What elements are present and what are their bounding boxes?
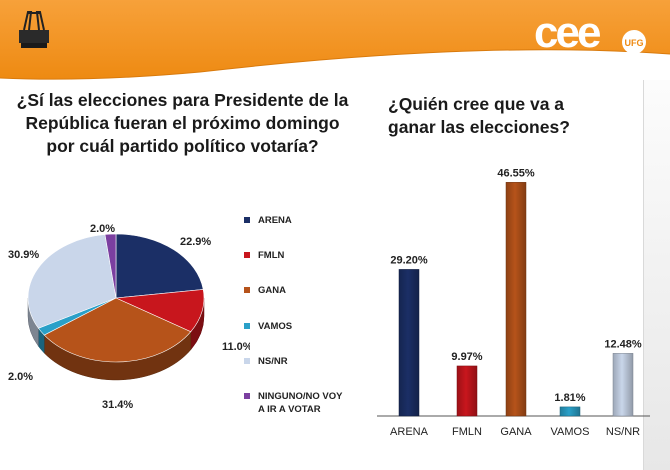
- pie-data-label-1: 11.0%: [222, 341, 250, 353]
- legend-label: GANA: [258, 285, 286, 296]
- pie-chart: 22.9% 11.0% 31.4% 2.0% 30.9% 2.0%: [8, 223, 250, 411]
- legend-label: ARENA: [258, 215, 292, 226]
- bar-category-label-3: VAMOS: [551, 426, 590, 438]
- bar-category-label-1: FMLN: [452, 426, 482, 438]
- bar-chart-title: ¿Quién cree que va a ganar las eleccione…: [388, 94, 570, 137]
- pie-data-label-2: 31.4%: [102, 399, 133, 411]
- bar-chart: 29.20% ARENA 9.97% FMLN 46.55% GANA 1.81% VAMOS…: [377, 167, 650, 438]
- pie-data-label-5: 2.0%: [90, 223, 115, 235]
- logo-subtitle: CENTRO DE ESTUDIOS CIUDADANOS: [540, 61, 650, 67]
- bar-category-label-4: NS/NR: [606, 426, 640, 438]
- legend-swatch: [244, 287, 250, 293]
- binder-clip-icon: [19, 11, 49, 48]
- bar-data-label-4: 12.48%: [604, 338, 642, 350]
- cee-logo: cee UFG CENTRO DE ESTUDIOS CIUDADANOS: [534, 8, 650, 67]
- bar-data-label-0: 29.20%: [390, 254, 428, 266]
- bar-4: [612, 353, 634, 417]
- bar-data-label-3: 1.81%: [554, 392, 585, 404]
- bar-1: [456, 365, 478, 417]
- bar-0: [398, 269, 420, 417]
- pie-slice-2: [43, 297, 192, 363]
- side-panel-edge: [643, 80, 670, 470]
- header-banner: cee UFG CENTRO DE ESTUDIOS CIUDADANOS: [0, 0, 670, 80]
- legend-label: FMLN: [258, 250, 285, 261]
- legend-swatch: [244, 393, 250, 399]
- pie-slice-0: [115, 233, 204, 299]
- legend-label: NINGUNO/NO VOY A IR A VOTAR: [258, 391, 343, 415]
- pie-data-label-0: 22.9%: [180, 236, 211, 248]
- pie-slice-4: [27, 234, 117, 329]
- logo-badge: UFG: [625, 38, 644, 48]
- bar-data-label-1: 9.97%: [451, 351, 482, 363]
- legend-label: NS/NR: [258, 356, 288, 367]
- legend-swatch: [244, 323, 250, 329]
- pie-data-label-3: 2.0%: [8, 371, 33, 383]
- bar-category-label-2: GANA: [500, 426, 532, 438]
- logo-text: cee: [534, 8, 600, 57]
- legend-label: VAMOS: [258, 321, 293, 332]
- legend-swatch: [244, 358, 250, 364]
- bar-2: [505, 182, 527, 417]
- bar-3: [559, 406, 581, 417]
- pie-data-label-4: 30.9%: [8, 249, 39, 261]
- legend-swatch: [244, 217, 250, 223]
- pie-slice-5: [104, 233, 117, 299]
- pie-chart-title: ¿Sí las elecciones para Presidente de la…: [16, 90, 349, 156]
- bar-data-label-2: 46.55%: [497, 167, 535, 179]
- legend-swatch: [244, 252, 250, 258]
- bar-category-label-0: ARENA: [390, 426, 429, 438]
